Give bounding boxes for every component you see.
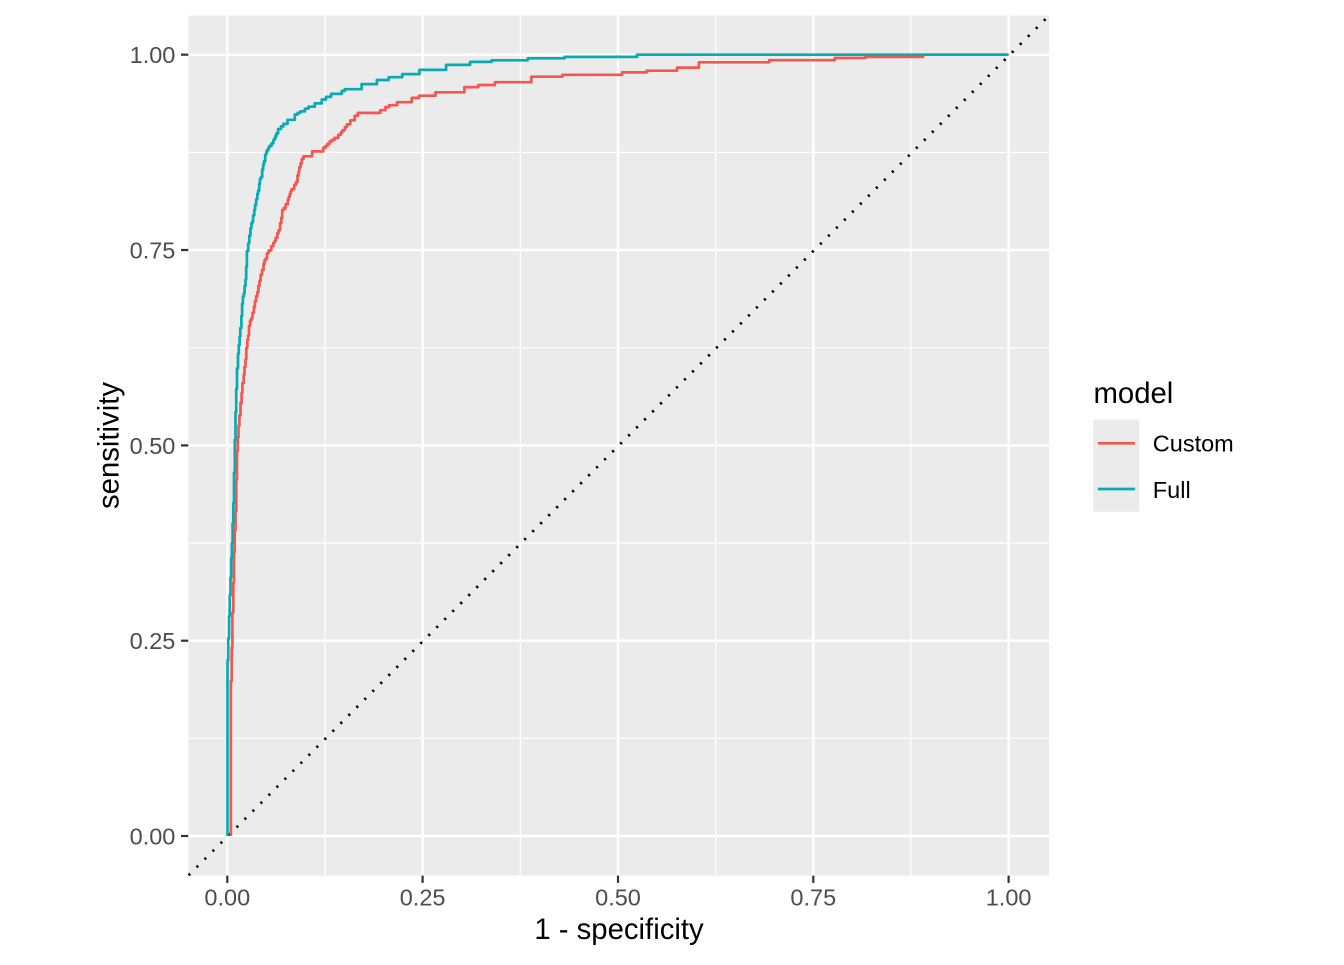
svg-text:1.00: 1.00 (986, 885, 1032, 911)
svg-text:model: model (1094, 377, 1174, 410)
svg-text:0.25: 0.25 (400, 885, 446, 911)
svg-text:sensitivity: sensitivity (93, 382, 126, 509)
svg-text:0.00: 0.00 (204, 885, 250, 911)
svg-text:0.00: 0.00 (130, 823, 176, 849)
svg-text:1.00: 1.00 (130, 42, 176, 68)
svg-text:Custom: Custom (1153, 431, 1234, 457)
svg-text:1 - specificity: 1 - specificity (534, 913, 704, 946)
svg-text:Full: Full (1153, 477, 1191, 503)
svg-text:0.25: 0.25 (130, 628, 176, 654)
svg-text:0.50: 0.50 (595, 885, 641, 911)
svg-text:0.75: 0.75 (790, 885, 836, 911)
svg-text:0.75: 0.75 (130, 237, 176, 263)
svg-text:0.50: 0.50 (130, 433, 176, 459)
